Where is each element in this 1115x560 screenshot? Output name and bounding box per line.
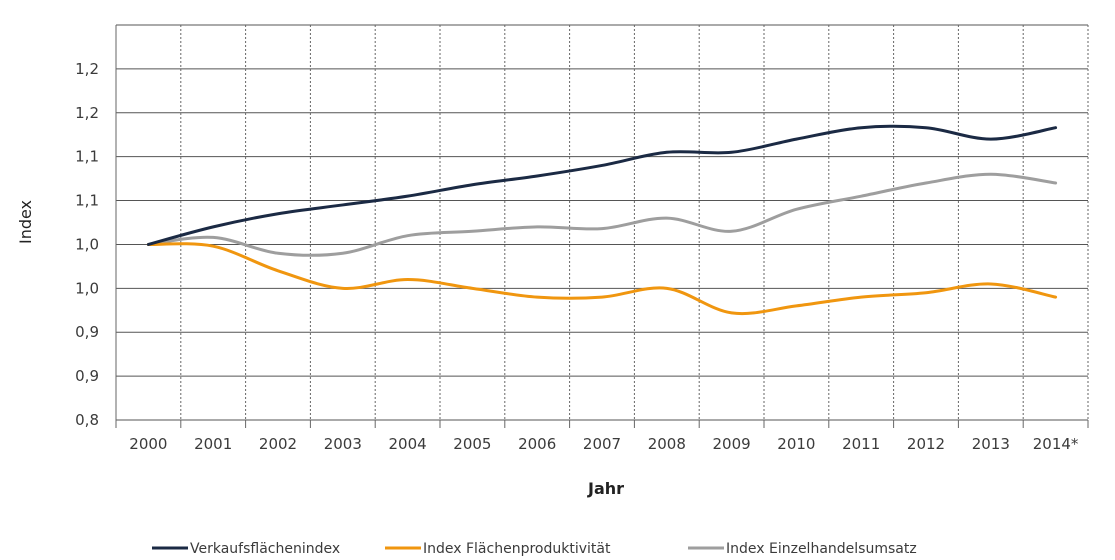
y-axis-title: Index (16, 200, 35, 244)
y-tick-label: 0,9 (75, 367, 99, 385)
x-tick-label: 2000 (129, 435, 167, 453)
x-tick-label: 2006 (518, 435, 556, 453)
x-tick-label: 2008 (648, 435, 686, 453)
legend-label: Index Einzelhandelsumsatz (726, 541, 917, 557)
x-tick-label: 2013 (972, 435, 1010, 453)
y-tick-label: 1,2 (75, 104, 99, 122)
y-tick-label: 1,1 (75, 148, 99, 166)
x-tick-label: 2009 (713, 435, 751, 453)
x-tick-label: 2005 (453, 435, 491, 453)
legend: Verkaufsflächenindex Index Flächenprodukt… (152, 541, 917, 557)
y-tick-label: 0,9 (75, 323, 99, 341)
x-tick-label: 2003 (324, 435, 362, 453)
series-line-0 (146, 124, 1058, 246)
x-tick-label: 2014* (1033, 435, 1079, 453)
y-tick-label: 1,1 (75, 192, 99, 210)
series-lines (146, 124, 1058, 316)
y-axis-ticks: 0,8 0,9 0,9 1,0 1,0 1,1 1,1 1,2 1,2 (75, 60, 99, 429)
x-tick-label: 2001 (194, 435, 232, 453)
x-tick-label: 2011 (842, 435, 880, 453)
x-tick-label: 2012 (907, 435, 945, 453)
series-line-2 (146, 172, 1058, 257)
x-tick-label: 2004 (389, 435, 427, 453)
x-tick-label: 2010 (777, 435, 815, 453)
x-tick-label: 2007 (583, 435, 621, 453)
legend-label: Index Flächenproduktivität (423, 541, 611, 557)
y-tick-label: 1,0 (75, 279, 99, 297)
x-tick-label: 2002 (259, 435, 297, 453)
y-tick-label: 1,2 (75, 60, 99, 78)
x-axis-ticks: 2000 2001 2002 2003 2004 2005 2006 2007 2008 2009… (129, 435, 1079, 453)
series-line-1 (146, 242, 1058, 316)
legend-label: Verkaufsflächenindex (190, 541, 340, 557)
x-axis-title: Jahr (587, 479, 624, 498)
y-tick-label: 0,8 (75, 411, 99, 429)
y-tick-label: 1,0 (75, 235, 99, 253)
grid (115, 24, 1089, 428)
